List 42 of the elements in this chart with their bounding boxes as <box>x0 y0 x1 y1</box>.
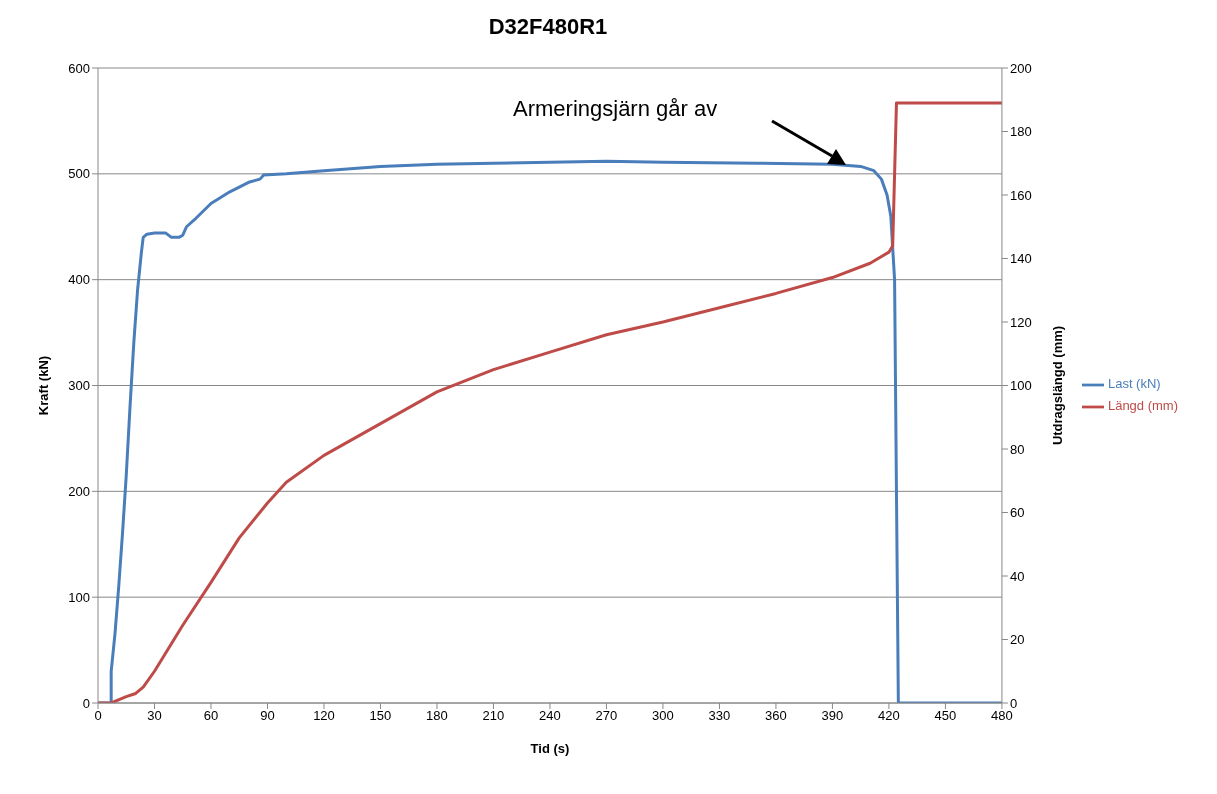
x-axis-title: Tid (s) <box>530 741 570 756</box>
y-tick-label: 300 <box>68 378 90 394</box>
y2-tick-label: 140 <box>1009 251 1032 267</box>
x-tick-label: 0 <box>94 708 102 724</box>
x-tick-label: 480 <box>991 708 1013 724</box>
y2-tick-label: 20 <box>1009 632 1025 648</box>
y-axis-title: Kraft (kN) <box>35 355 51 416</box>
y2-tick-label: 60 <box>1009 505 1025 521</box>
y2-tick-label: 40 <box>1009 568 1025 584</box>
chart-title: D32F480R1 <box>487 14 609 40</box>
x-tick-label: 420 <box>878 708 900 724</box>
y2-tick-label: 0 <box>1009 695 1018 711</box>
y2-axis-title: Utdragslängd (mm) <box>1049 325 1065 446</box>
legend-label: Last (kN) <box>1107 375 1161 391</box>
x-tick-label: 60 <box>203 708 219 724</box>
y-tick-label: 100 <box>68 589 90 605</box>
x-tick-label: 360 <box>765 708 787 724</box>
x-tick-label: 150 <box>369 708 392 724</box>
y-tick-label: 500 <box>68 166 90 182</box>
y2-tick-label: 80 <box>1009 441 1025 457</box>
x-tick-label: 210 <box>482 708 505 724</box>
x-tick-label: 330 <box>708 708 731 724</box>
y-tick-label: 600 <box>68 60 90 76</box>
y-tick-label: 0 <box>82 695 90 711</box>
x-tick-label: 120 <box>313 708 335 724</box>
x-tick-label: 300 <box>652 708 674 724</box>
x-tick-label: 270 <box>595 708 618 724</box>
y2-tick-label: 160 <box>1009 187 1032 203</box>
x-tick-label: 180 <box>426 708 448 724</box>
y2-tick-label: 100 <box>1009 378 1032 394</box>
x-tick-label: 90 <box>260 708 275 724</box>
y-tick-label: 400 <box>68 272 90 288</box>
y-tick-label: 200 <box>68 483 90 499</box>
x-tick-label: 30 <box>147 708 162 724</box>
x-tick-label: 390 <box>821 708 844 724</box>
y2-tick-label: 200 <box>1009 60 1032 76</box>
x-tick-label: 450 <box>934 708 957 724</box>
x-tick-label: 240 <box>539 708 561 724</box>
y2-tick-label: 180 <box>1009 124 1032 140</box>
legend-label: Längd (mm) <box>1107 397 1178 413</box>
y2-tick-label: 120 <box>1009 314 1032 330</box>
annotation: Armeringsjärn går av <box>513 96 718 122</box>
